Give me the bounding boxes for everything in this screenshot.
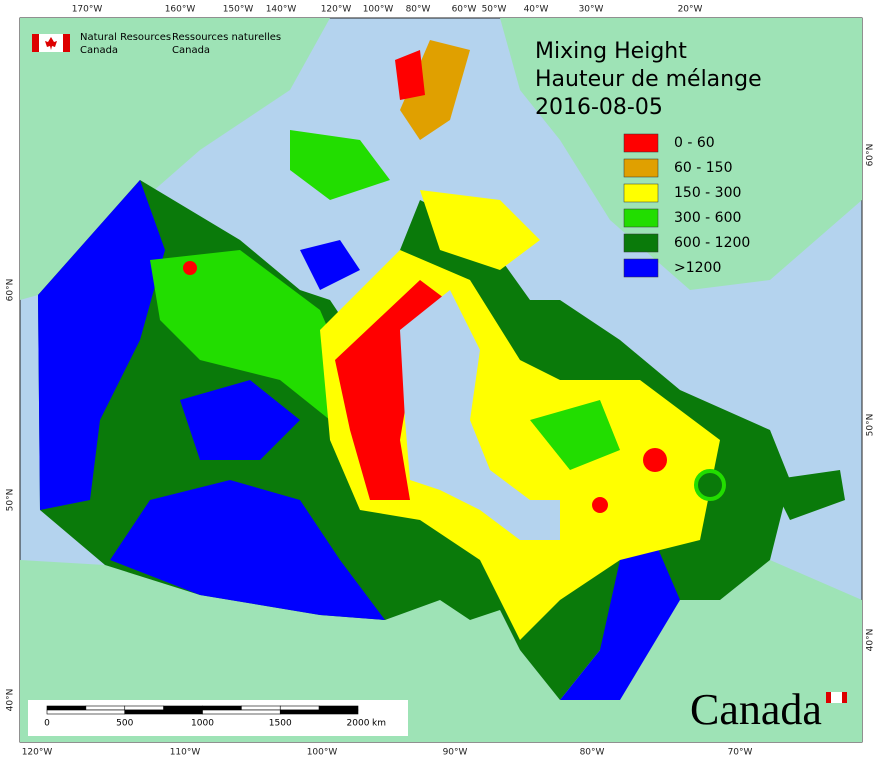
scale-segment	[241, 705, 281, 711]
lon-label: 90°W	[443, 748, 468, 758]
zone-over-1200	[300, 240, 360, 290]
scale-segment	[279, 705, 320, 711]
zone-300-600	[150, 250, 350, 420]
usa-land	[20, 560, 862, 742]
scale-unit: km	[372, 719, 386, 729]
lon-label: 50°W	[482, 5, 507, 15]
title: Hauteur de mélange	[535, 67, 762, 92]
agency-fr: Canada	[172, 45, 210, 56]
title: 2016-08-05	[535, 95, 663, 120]
zone-300-600	[530, 400, 620, 470]
lon-label: 100°W	[363, 5, 394, 15]
legend-swatch	[623, 183, 659, 203]
wordmark-flag	[831, 692, 842, 703]
zone-0-60	[395, 50, 425, 100]
zone-600-1200	[770, 470, 845, 520]
agency-en: Natural Resources	[80, 32, 171, 43]
scale-segment	[124, 705, 164, 711]
lon-label: 60°W	[452, 5, 477, 15]
scale-segment	[279, 709, 359, 715]
scale-segment	[46, 709, 126, 715]
lat-label: 60°N	[866, 144, 876, 167]
lon-label: 150°W	[223, 5, 254, 15]
scale-segment	[318, 705, 359, 711]
zone-0-60	[183, 261, 197, 275]
lon-label: 110°W	[170, 748, 201, 758]
scale-label: 500	[116, 719, 133, 729]
hudson-bay	[400, 290, 560, 540]
greenland-land	[500, 18, 862, 290]
legend-swatch	[623, 258, 659, 278]
lon-label: 100°W	[307, 748, 338, 758]
lon-label: 120°W	[321, 5, 352, 15]
zone-over-1200	[180, 380, 300, 460]
scale-segment	[202, 705, 242, 711]
zone-300-600	[290, 130, 390, 200]
legend-swatch	[623, 208, 659, 228]
lon-label: 30°W	[579, 5, 604, 15]
scale-label: 1500	[269, 719, 292, 729]
lon-label: 80°W	[406, 5, 431, 15]
flag-bar	[32, 34, 39, 52]
scale-label: 1000	[191, 719, 214, 729]
zone-over-1200	[38, 180, 165, 510]
scale-segment	[163, 705, 203, 711]
scale-label: 0	[44, 719, 50, 729]
scale-segment	[202, 709, 281, 715]
lon-label: 20°W	[678, 5, 703, 15]
legend-swatch	[623, 233, 659, 253]
agency-en: Canada	[80, 45, 118, 56]
agency-fr: Ressources naturelles	[172, 32, 281, 43]
maple-leaf	[45, 37, 57, 50]
scale-bar: 0 500 1000 1500 2000 km	[28, 700, 408, 736]
lon-label: 80°W	[580, 748, 605, 758]
wordmark-flag	[826, 692, 831, 703]
legend-label: 60 - 150	[674, 160, 733, 176]
lon-label: 160°W	[165, 5, 196, 15]
lon-label: 70°W	[728, 748, 753, 758]
lon-label: 120°W	[22, 748, 53, 758]
lat-label: 40°N	[6, 689, 16, 712]
canada-wordmark: Canada	[690, 685, 822, 734]
zone-600-1200	[694, 469, 726, 501]
zone-0-60	[592, 497, 608, 513]
zone-150-300	[420, 190, 540, 270]
lat-label: 40°N	[866, 629, 876, 652]
flag-bar	[63, 34, 70, 52]
legend-label: 300 - 600	[674, 210, 741, 226]
legend-label: 150 - 300	[674, 185, 741, 201]
legend-label: >1200	[674, 260, 721, 276]
legend-swatch	[623, 133, 659, 153]
zone-60-150	[400, 40, 470, 140]
lat-label: 50°N	[6, 489, 16, 512]
legend-label: 0 - 60	[674, 135, 715, 151]
graticule-labels: 170°W 160°W 150°W 140°W 120°W 100°W 80°W…	[6, 5, 876, 758]
scale-label: 2000	[347, 719, 370, 729]
zone-over-1200	[560, 530, 680, 700]
scale-segment	[46, 705, 87, 711]
wordmark-flag	[842, 692, 847, 703]
zone-0-60	[643, 448, 667, 472]
legend-label: 600 - 1200	[674, 235, 750, 251]
lon-label: 140°W	[266, 5, 297, 15]
legend: 0 - 60 60 - 150 150 - 300 300 - 600 600 - 12…	[623, 133, 750, 278]
title: Mixing Height	[535, 39, 687, 64]
zone-over-1200	[110, 480, 385, 620]
agency-signature: Natural Resources Canada Ressources natu…	[32, 32, 281, 56]
scale-segment	[124, 709, 203, 715]
lon-label: 40°W	[524, 5, 549, 15]
lon-label: 170°W	[72, 5, 103, 15]
legend-swatch	[623, 158, 659, 178]
scale-segment	[85, 705, 126, 711]
lat-label: 60°N	[6, 279, 16, 302]
lat-label: 50°N	[866, 414, 876, 437]
